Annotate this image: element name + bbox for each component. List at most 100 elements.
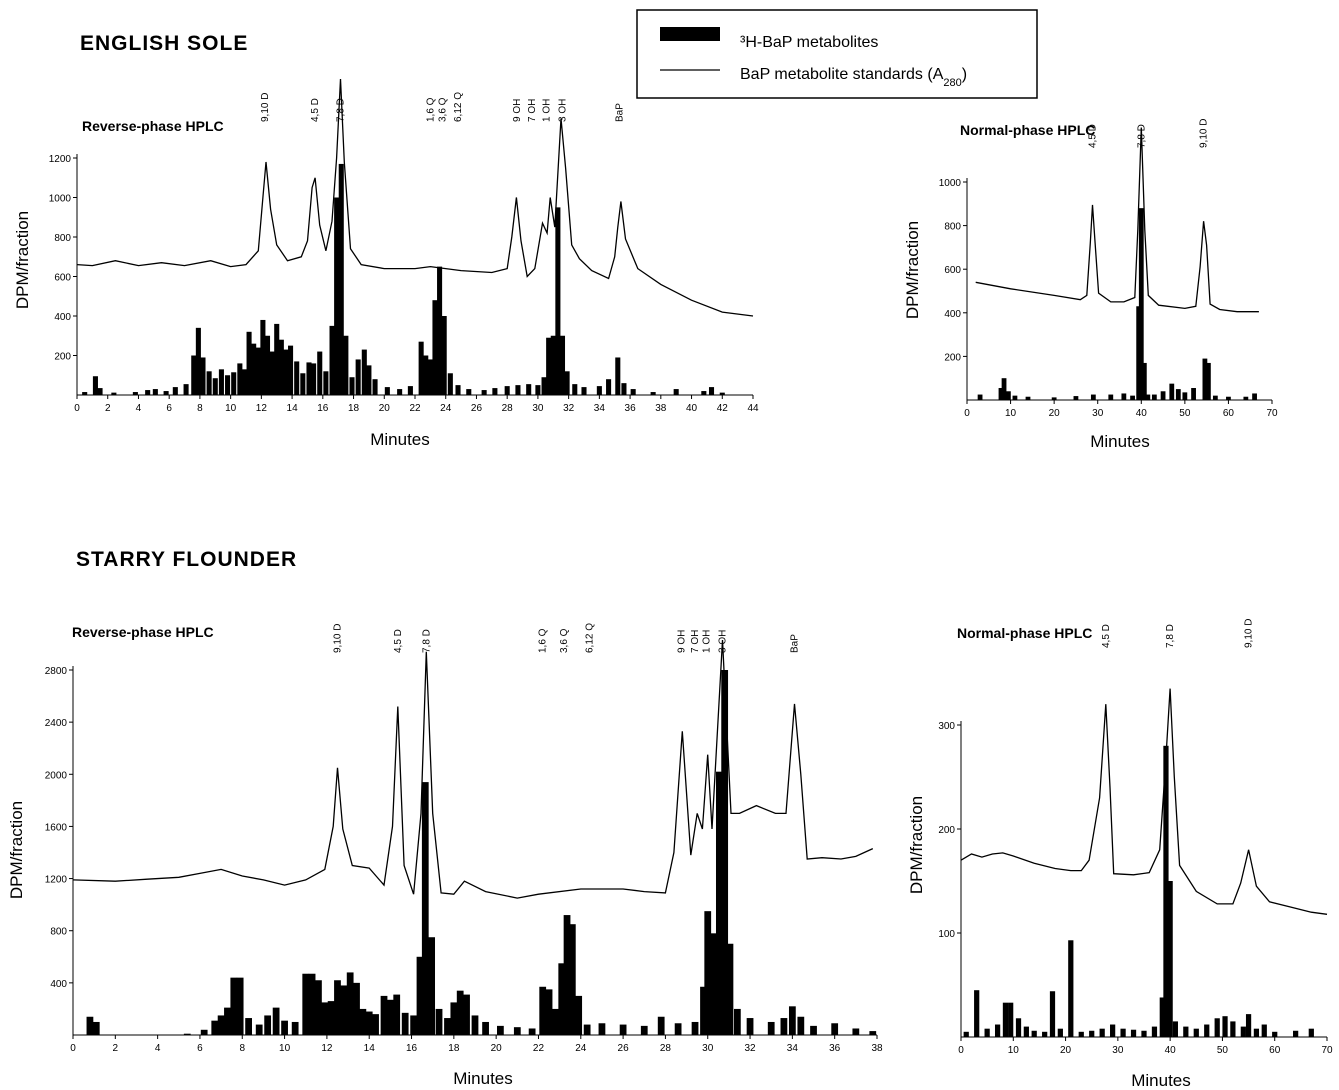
section-title-starry-flounder: STARRY FLOUNDER (76, 548, 297, 571)
metabolite-bar (1272, 1031, 1278, 1037)
metabolite-bar (1008, 1002, 1014, 1037)
metabolite-bar (421, 782, 429, 1035)
x-tick-label: 34 (787, 1043, 799, 1054)
metabolite-bar (246, 331, 252, 395)
y-axis-label: DPM/fraction (13, 211, 32, 309)
peak-label: 9 OH (676, 630, 687, 653)
metabolite-bar (393, 994, 401, 1035)
x-tick-label: 12 (256, 403, 268, 414)
x-tick-label: 50 (1179, 408, 1191, 419)
metabolite-bar (852, 1028, 860, 1035)
metabolite-bar (630, 389, 636, 395)
metabolite-bar (1001, 378, 1007, 400)
metabolite-bar (1160, 391, 1166, 400)
metabolite-bar (541, 377, 547, 395)
metabolite-bar (650, 392, 656, 395)
legend-box (636, 9, 1038, 99)
x-tick-label: 20 (1049, 408, 1061, 419)
metabolite-bar (977, 394, 983, 400)
metabolite-bar (583, 1024, 591, 1035)
peak-label: 3,6 Q (559, 628, 570, 653)
metabolite-bar (401, 1012, 409, 1035)
metabolite-bar (172, 387, 178, 395)
metabolite-bar (998, 388, 1004, 400)
metabolite-bar (183, 384, 189, 395)
y-tick-label: 200 (54, 352, 71, 363)
metabolite-bar (269, 351, 275, 395)
metabolite-bar (212, 378, 218, 395)
metabolite-bar (300, 373, 306, 395)
standards-trace (72, 639, 874, 899)
metabolite-bar (416, 956, 424, 1035)
metabolite-bar (564, 371, 570, 395)
metabolite-bar (447, 373, 453, 395)
metabolite-bar (482, 1021, 489, 1035)
x-tick-label: 36 (829, 1043, 841, 1054)
metabolite-bar (1183, 1026, 1189, 1037)
metabolite-bar (315, 980, 322, 1035)
x-axis-label: Minutes (1090, 432, 1150, 451)
x-tick-label: 70 (1266, 408, 1278, 419)
panel-english-sole-normal-phase: Normal-phase HPLC DPM/fraction Minutes 0 10 2… (903, 119, 1278, 451)
metabolite-bar (575, 995, 583, 1035)
metabolite-bar (441, 316, 447, 395)
metabolite-bar (691, 1021, 699, 1035)
panel-title: Normal-phase HPLC (957, 625, 1092, 641)
metabolite-bar (306, 362, 312, 395)
metabolite-bar (492, 388, 498, 395)
peak-label: 4,5 D (1101, 624, 1112, 648)
metabolite-bar (721, 670, 729, 1035)
peak-label: 7 OH (527, 99, 538, 122)
metabolite-bar (555, 207, 561, 395)
metabolite-bar (236, 977, 244, 1035)
x-tick-label: 26 (471, 403, 483, 414)
y-tick-label: 600 (944, 265, 961, 276)
metabolite-bar (311, 363, 317, 395)
metabolite-bar (700, 986, 707, 1035)
x-tick-label: 32 (744, 1043, 756, 1054)
metabolite-bar (1089, 1030, 1095, 1037)
peak-label: 7,8 D (421, 629, 432, 653)
peak-label: 7,8 D (335, 98, 346, 122)
metabolite-bar (97, 388, 103, 395)
y-tick-label: 1000 (49, 194, 72, 205)
legend-line-label: BaP metabolite standards (A280) (740, 66, 967, 89)
metabolite-bar (264, 1015, 272, 1035)
metabolite-bar (1252, 393, 1257, 400)
metabolite-bar (558, 963, 566, 1035)
y-tick-label: 2000 (45, 770, 68, 781)
metabolite-bar (615, 357, 621, 395)
metabolite-bar (1108, 394, 1114, 400)
peak-label: 1,6 Q (425, 97, 436, 122)
metabolite-bar (974, 990, 980, 1037)
metabolite-bar (1121, 393, 1127, 400)
metabolite-bar (283, 349, 289, 395)
peak-label: 6,12 Q (584, 623, 595, 653)
y-tick-label: 800 (54, 233, 71, 244)
metabolite-bar (386, 999, 394, 1035)
metabolite-bar (726, 943, 734, 1035)
metabolite-bar (1222, 1016, 1228, 1037)
metabolite-bar (200, 1029, 208, 1035)
metabolite-bar (563, 915, 571, 1035)
metabolite-bar (710, 933, 718, 1035)
metabolite-bar (673, 389, 679, 395)
metabolite-bar (372, 379, 378, 395)
metabolite-bar (497, 1025, 504, 1035)
x-tick-label: 18 (348, 403, 360, 414)
metabolite-bar (619, 1024, 627, 1035)
metabolite-bar (1068, 940, 1074, 1037)
x-tick-label: 32 (563, 403, 575, 414)
metabolite-bar (152, 389, 158, 395)
x-tick-label: 38 (655, 403, 667, 414)
x-tick-label: 60 (1223, 408, 1235, 419)
standards-trace (960, 688, 1328, 915)
metabolite-bar (1015, 1018, 1022, 1037)
x-tick-label: 38 (871, 1043, 883, 1054)
panel-starry-flounder-normal-phase: Normal-phase HPLC DPM/fraction Minutes 0 10 2… (907, 619, 1333, 1090)
legend-bar-label: ³H-BaP metabolites (740, 34, 878, 51)
y-tick-label: 2800 (45, 666, 68, 677)
metabolite-bar (1025, 396, 1031, 400)
metabolite-bar (546, 337, 552, 395)
